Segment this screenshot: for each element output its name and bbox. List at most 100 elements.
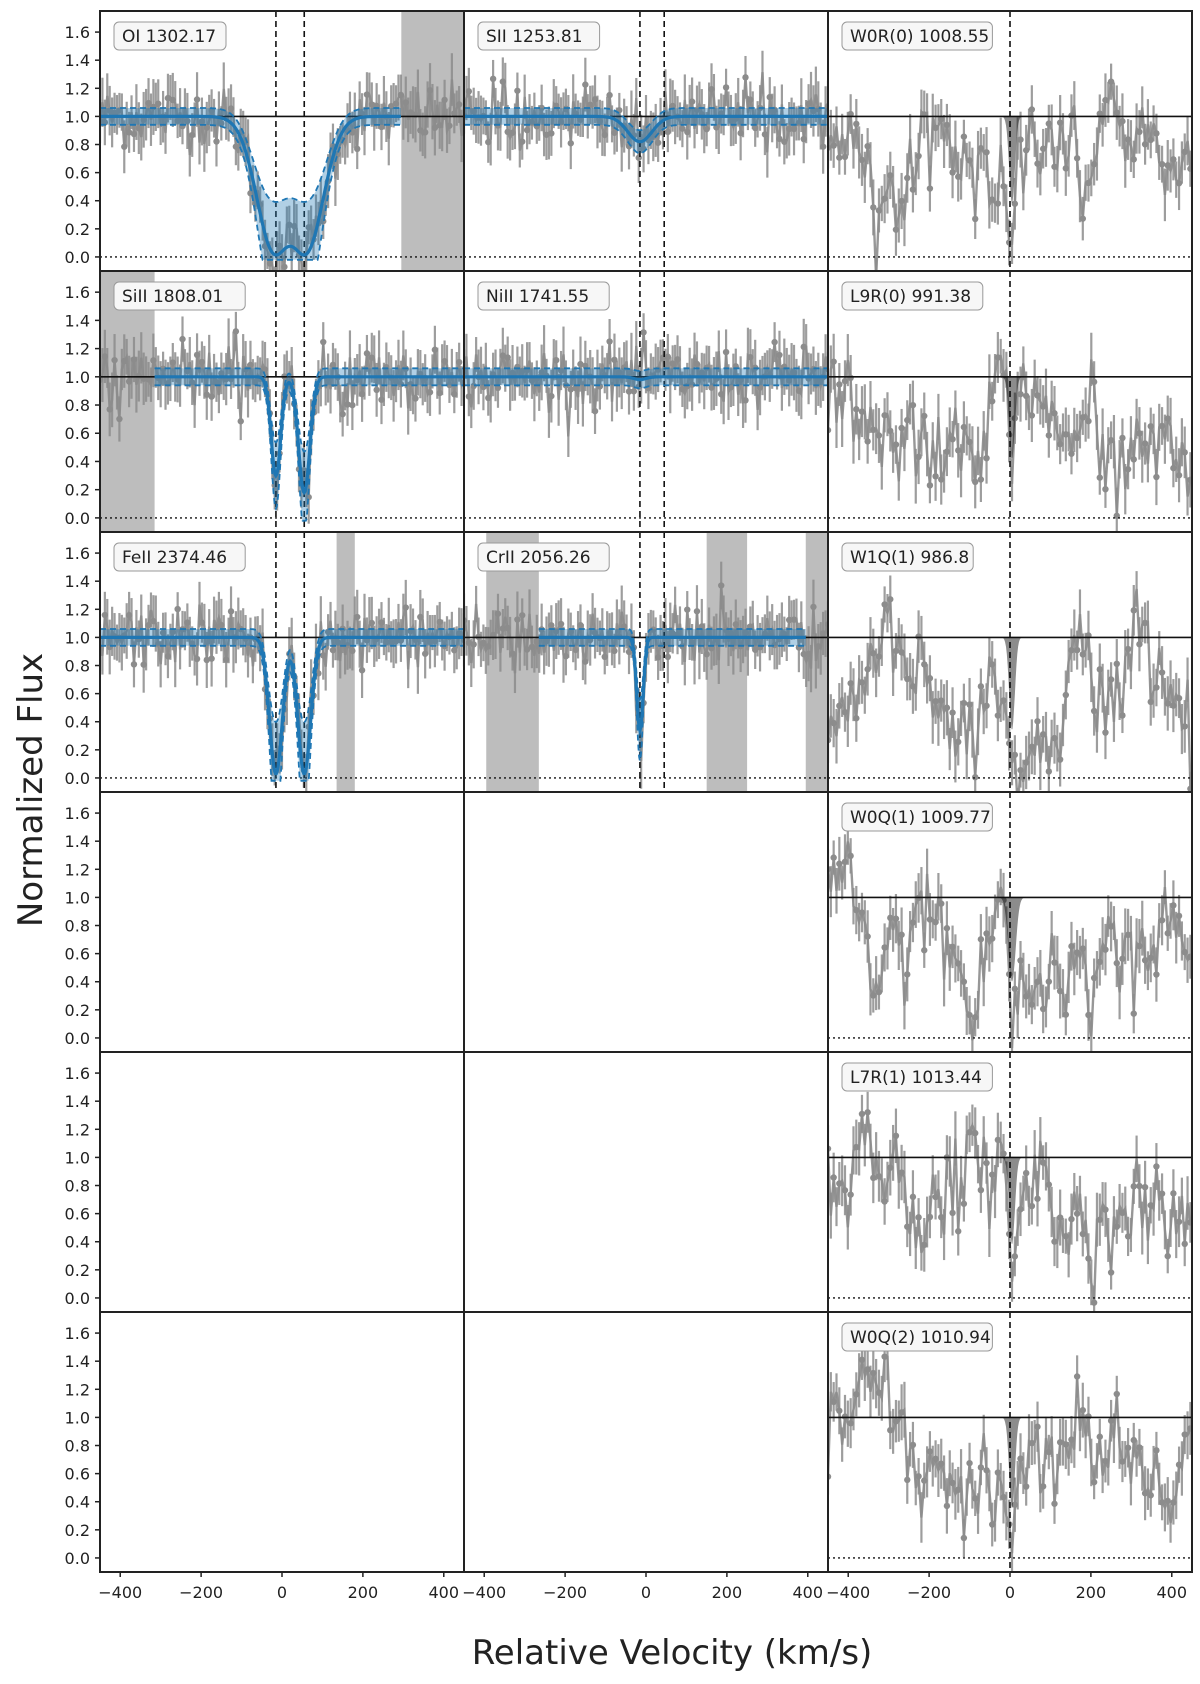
- data-point: [1102, 96, 1109, 104]
- data-point: [684, 606, 691, 613]
- data-point: [1096, 1433, 1103, 1440]
- data-point: [943, 1502, 951, 1510]
- data-point: [227, 105, 235, 112]
- data-point: [1034, 1423, 1041, 1430]
- data-point: [426, 638, 434, 646]
- data-point: [841, 858, 849, 866]
- data-point: [1011, 200, 1019, 207]
- data-point: [606, 91, 613, 99]
- data-point: [960, 1534, 968, 1542]
- data-point: [519, 612, 526, 619]
- data-point: [1175, 694, 1183, 702]
- data-point: [943, 448, 951, 455]
- data-point: [606, 629, 613, 637]
- data-point: [790, 125, 798, 133]
- data-point: [1090, 161, 1098, 168]
- spectrum-points: [464, 582, 828, 711]
- data-point: [1017, 390, 1024, 398]
- data-point: [966, 1129, 973, 1136]
- data-point: [1073, 949, 1081, 956]
- data-point: [392, 100, 400, 107]
- data-point: [237, 418, 244, 425]
- data-point: [1056, 440, 1064, 448]
- data-point: [747, 353, 754, 361]
- data-point: [955, 173, 962, 180]
- data-point: [932, 1455, 939, 1463]
- data-point: [198, 358, 206, 366]
- data-point: [1113, 1223, 1120, 1230]
- data-point: [858, 1110, 866, 1118]
- data-point: [494, 384, 502, 392]
- data-point: [1107, 676, 1115, 683]
- data-point: [887, 427, 894, 435]
- line-label: L9R(0) 991.38: [850, 287, 971, 307]
- data-point: [324, 628, 332, 636]
- data-point: [904, 1223, 911, 1230]
- x-tick-label: 200: [712, 1583, 743, 1602]
- data-point: [943, 121, 951, 129]
- data-point: [938, 115, 945, 123]
- y-tick-label: 1.0: [65, 1408, 90, 1427]
- y-tick-label: 0.6: [65, 1465, 90, 1484]
- data-point: [130, 130, 138, 138]
- data-point: [286, 221, 293, 229]
- data-point: [679, 125, 686, 132]
- data-point: [819, 630, 827, 637]
- x-tick-label: 400: [429, 1583, 460, 1602]
- data-point: [1147, 954, 1154, 962]
- data-point: [1011, 1253, 1019, 1260]
- data-point: [1017, 766, 1024, 774]
- data-point: [836, 860, 843, 867]
- data-point: [1073, 434, 1081, 442]
- data-point: [989, 398, 996, 405]
- data-point: [218, 370, 225, 377]
- data-point: [932, 918, 939, 926]
- data-point: [977, 936, 985, 943]
- data-point: [431, 346, 439, 353]
- x-tick-label: −200: [543, 1583, 587, 1602]
- panel-siii-1808-01: SiII 1808.01: [100, 271, 464, 532]
- data-point: [116, 415, 123, 423]
- data-point: [227, 608, 235, 615]
- data-point: [892, 226, 900, 233]
- data-point: [1181, 948, 1188, 956]
- data-point: [145, 99, 152, 107]
- data-point: [125, 612, 133, 619]
- data-point: [938, 697, 945, 704]
- data-point: [830, 142, 837, 149]
- data-point: [266, 260, 274, 267]
- data-point: [1102, 946, 1109, 953]
- data-point: [1056, 756, 1064, 763]
- data-point: [1153, 684, 1160, 691]
- data-point: [722, 84, 730, 91]
- data-point: [1124, 1444, 1132, 1451]
- data-point: [169, 628, 176, 636]
- data-point: [847, 374, 854, 382]
- data-point: [864, 933, 871, 940]
- data-point: [1011, 985, 1019, 993]
- data-point: [582, 81, 589, 88]
- data-point: [125, 378, 133, 385]
- data-point: [983, 454, 990, 462]
- data-point: [562, 653, 570, 660]
- y-tick-label: 1.6: [65, 283, 90, 302]
- data-point: [1181, 723, 1188, 730]
- data-point: [1147, 423, 1154, 430]
- data-point: [870, 1369, 877, 1377]
- data-point: [718, 390, 725, 398]
- data-point: [329, 361, 337, 369]
- data-point: [703, 125, 710, 133]
- data-point: [625, 648, 633, 656]
- data-point: [732, 621, 739, 628]
- data-point: [1147, 1492, 1154, 1499]
- data-point: [1096, 110, 1103, 117]
- data-point: [281, 263, 288, 271]
- data-point: [106, 406, 113, 413]
- data-point: [358, 667, 366, 674]
- data-point: [1136, 1182, 1143, 1190]
- x-tick-label: 0: [277, 1583, 287, 1602]
- panel-feii-2374-46: FeII 2374.46: [100, 532, 464, 792]
- y-tick-label: 0.8: [65, 396, 90, 415]
- data-point: [898, 1169, 905, 1176]
- data-point: [966, 157, 973, 164]
